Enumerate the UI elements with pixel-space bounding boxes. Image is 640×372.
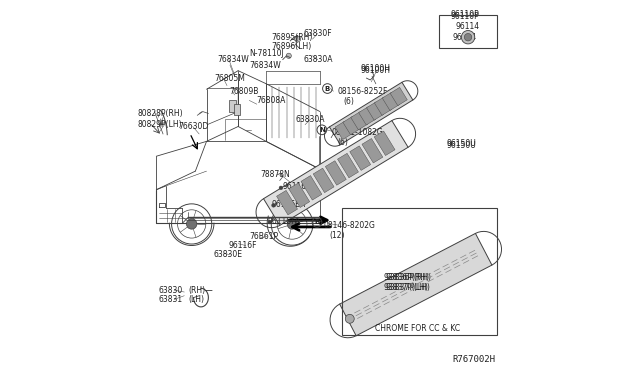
Text: 76895(RH): 76895(RH) (271, 33, 313, 42)
Bar (229, 100, 236, 112)
Text: 80829P(LH): 80829P(LH) (138, 120, 182, 129)
Text: 96100H: 96100H (361, 66, 391, 75)
Text: 96116FA: 96116FA (268, 217, 301, 226)
Polygon shape (374, 97, 392, 115)
Text: (RH)—: (RH)— (188, 286, 212, 295)
Text: 93837P(LH): 93837P(LH) (385, 283, 430, 292)
Text: 96116EA: 96116EA (271, 200, 306, 209)
Circle shape (287, 219, 297, 229)
Text: N: N (319, 127, 324, 133)
Text: 96114: 96114 (452, 33, 476, 42)
Text: 76834W: 76834W (250, 61, 281, 70)
Text: 96150U: 96150U (447, 141, 476, 150)
Circle shape (346, 314, 354, 323)
Circle shape (279, 186, 283, 190)
Text: 63830A: 63830A (296, 115, 325, 124)
Polygon shape (349, 146, 371, 170)
Text: 96150U: 96150U (447, 139, 476, 148)
Polygon shape (390, 87, 407, 106)
Text: 08911-1082G: 08911-1082G (331, 128, 383, 137)
Text: 76808A: 76808A (257, 96, 286, 105)
Circle shape (286, 53, 291, 58)
Polygon shape (325, 161, 346, 185)
Text: 96110P: 96110P (450, 12, 479, 21)
Text: 76630D: 76630D (179, 122, 209, 131)
Text: 93836P(RH): 93836P(RH) (384, 273, 430, 282)
Text: 93837P(LH): 93837P(LH) (384, 283, 429, 292)
Circle shape (465, 33, 472, 41)
Polygon shape (351, 112, 368, 130)
Polygon shape (337, 153, 358, 178)
Polygon shape (264, 121, 408, 225)
Text: 96114: 96114 (456, 22, 480, 31)
Text: 96100H: 96100H (361, 64, 391, 73)
Text: (LH): (LH) (188, 295, 204, 304)
Text: R767002H: R767002H (452, 355, 495, 364)
Text: 93836P(RH): 93836P(RH) (385, 273, 431, 282)
Text: 96116E: 96116E (282, 182, 311, 190)
Polygon shape (358, 107, 376, 125)
Polygon shape (301, 176, 322, 200)
Text: B: B (314, 219, 319, 225)
Polygon shape (340, 233, 492, 336)
Circle shape (186, 219, 197, 229)
Polygon shape (276, 190, 298, 215)
Circle shape (268, 220, 271, 224)
Text: N-78110J: N-78110J (250, 49, 284, 58)
Bar (234, 104, 241, 115)
Text: 63830A: 63830A (303, 55, 333, 64)
Polygon shape (343, 116, 360, 135)
Text: 96110P: 96110P (450, 10, 479, 19)
Polygon shape (330, 82, 413, 145)
Text: CHROME FOR CC & KC: CHROME FOR CC & KC (375, 324, 460, 333)
Text: 63830E: 63830E (214, 250, 243, 259)
Text: (6): (6) (343, 97, 354, 106)
Text: 76B61P: 76B61P (250, 232, 278, 241)
Text: 08156-8252F: 08156-8252F (338, 87, 388, 96)
Text: 96116F: 96116F (229, 241, 257, 250)
Polygon shape (382, 92, 399, 110)
Circle shape (461, 31, 475, 44)
Text: (6): (6) (337, 138, 348, 147)
Text: 08146-8202G: 08146-8202G (324, 221, 376, 230)
Polygon shape (289, 183, 310, 208)
Text: 78878N: 78878N (260, 170, 290, 179)
Text: 76834W: 76834W (218, 55, 250, 64)
Text: 63830: 63830 (158, 286, 182, 295)
Text: (12): (12) (330, 231, 345, 240)
Polygon shape (362, 138, 383, 163)
Text: 80828P(RH): 80828P(RH) (138, 109, 183, 118)
Text: B: B (325, 86, 330, 92)
Text: 63830F: 63830F (303, 29, 332, 38)
Polygon shape (374, 131, 395, 155)
Polygon shape (367, 102, 383, 120)
Circle shape (294, 36, 301, 42)
Text: 76809B: 76809B (229, 87, 258, 96)
Bar (439, 15, 497, 48)
Circle shape (271, 203, 275, 207)
Polygon shape (313, 168, 334, 193)
Bar (342, 208, 497, 335)
Text: 63831: 63831 (158, 295, 182, 304)
Text: 76805M: 76805M (214, 74, 245, 83)
Polygon shape (335, 121, 352, 140)
Text: 76896(LH): 76896(LH) (271, 42, 312, 51)
